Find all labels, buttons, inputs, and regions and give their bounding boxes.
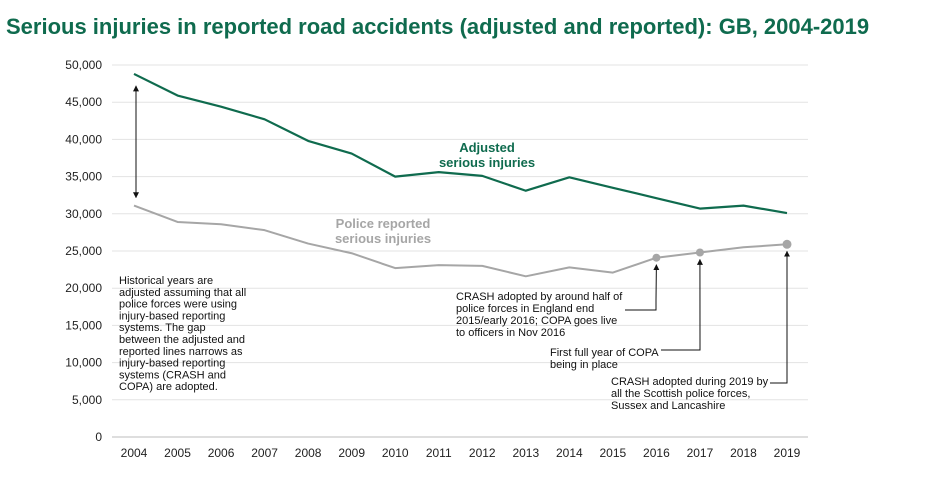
x-tick-label: 2005 — [164, 446, 191, 460]
leader-arrow-2017 — [661, 258, 703, 351]
annotation-line: systems. The gap — [119, 322, 206, 334]
chart-title: Serious injuries in reported road accide… — [6, 14, 870, 39]
annotation-line: being in place — [550, 359, 618, 371]
axes: 0 5,000 10,000 15,000 20,000 25,000 30,000 35,0… — [65, 58, 808, 460]
x-tick-label: 2011 — [426, 446, 452, 460]
annotation-line: all the Scottish police forces, — [611, 388, 750, 400]
annotation-line: COPA) are adopted. — [119, 381, 218, 393]
x-tick-label: 2013 — [512, 446, 539, 460]
x-tick-label: 2014 — [556, 446, 583, 460]
leader-arrow-2016 — [625, 264, 660, 311]
annotations: Historical years are adjusted assuming th… — [119, 85, 790, 412]
x-tick-label: 2018 — [730, 446, 757, 460]
y-tick-label: 25,000 — [65, 244, 102, 258]
y-tick-label: 50,000 — [65, 58, 102, 72]
annotation-line: between the adjusted and — [119, 334, 245, 346]
y-tick-label: 5,000 — [72, 393, 102, 407]
annotation-line: injury-based reporting — [119, 310, 225, 322]
annotation-line: police forces in England end — [456, 303, 594, 315]
x-tick-label: 2017 — [687, 446, 714, 460]
data-point-marker — [782, 239, 792, 249]
y-tick-label: 0 — [95, 430, 102, 444]
annotation-line: First full year of COPA — [550, 347, 659, 359]
series-label-line: Adjusted — [459, 140, 515, 155]
series-label-line: serious injuries — [335, 231, 431, 246]
adjusted-series-label: Adjusted serious injuries — [439, 140, 535, 170]
annotation-line: to officers in Nov 2016 — [456, 327, 565, 339]
annotation-line: 2015/early 2016; COPA goes live — [456, 315, 617, 327]
series-label-line: serious injuries — [439, 155, 535, 170]
copa-2017-annotation: First full year of COPA being in place — [550, 347, 659, 371]
historical-annotation: Historical years are adjusted assuming th… — [119, 275, 246, 393]
adjusted-series-line — [133, 72, 788, 215]
x-tick-label: 2008 — [295, 446, 322, 460]
x-tick-label: 2007 — [251, 446, 278, 460]
annotation-line: CRASH adopted by around half of — [456, 291, 623, 303]
annotation-line: systems (CRASH and — [119, 369, 226, 381]
reported-series-label: Police reported serious injuries — [335, 216, 431, 246]
y-tick-label: 15,000 — [65, 318, 102, 332]
y-tick-label: 10,000 — [65, 356, 102, 370]
annotation-line: reported lines narrows as — [119, 346, 243, 358]
annotation-line: CRASH adopted during 2019 by — [611, 376, 769, 388]
x-tick-label: 2015 — [600, 446, 627, 460]
x-tick-label: 2016 — [643, 446, 670, 460]
data-point-marker — [652, 253, 661, 262]
crash-2019-annotation: CRASH adopted during 2019 by all the Scot… — [611, 376, 769, 412]
reported-series-line — [133, 204, 788, 278]
annotation-line: police forces were using — [119, 299, 237, 311]
grid-lines — [112, 64, 808, 401]
y-tick-label: 20,000 — [65, 281, 102, 295]
x-tick-label: 2019 — [774, 446, 801, 460]
data-point-marker — [695, 248, 704, 257]
series-label-line: Police reported — [336, 216, 431, 231]
annotation-line: adjusted assuming that all — [119, 287, 246, 299]
annotation-line: Historical years are — [119, 275, 213, 287]
leader-arrow-2019 — [770, 250, 790, 384]
y-tick-label: 30,000 — [65, 207, 102, 221]
y-tick-label: 45,000 — [65, 95, 102, 109]
crash-2016-annotation: CRASH adopted by around half of police fo… — [456, 291, 623, 339]
x-tick-label: 2009 — [338, 446, 365, 460]
y-tick-label: 40,000 — [65, 132, 102, 146]
y-tick-label: 35,000 — [65, 170, 102, 184]
annotation-line: injury-based reporting — [119, 358, 225, 370]
x-tick-label: 2004 — [121, 446, 148, 460]
x-tick-label: 2010 — [382, 446, 409, 460]
x-tick-label: 2012 — [469, 446, 496, 460]
annotation-line: Sussex and Lancashire — [611, 400, 725, 412]
x-tick-label: 2006 — [208, 446, 235, 460]
